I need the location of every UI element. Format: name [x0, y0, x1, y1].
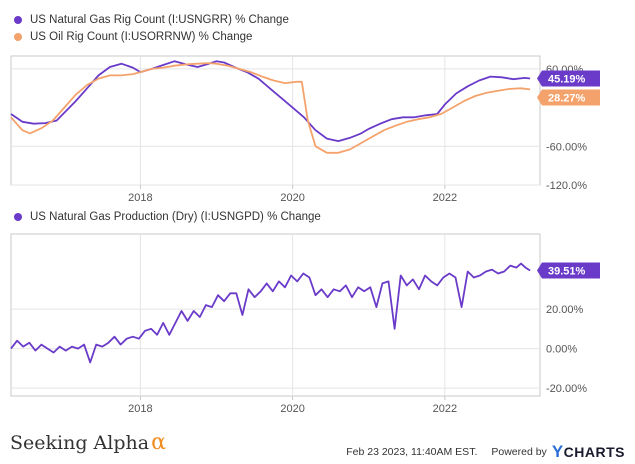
legend-dot-icon — [14, 15, 22, 24]
legend-item-gas-production[interactable]: US Natural Gas Production (Dry) (I:USNGP… — [14, 208, 321, 225]
legend-item-oil-rig[interactable]: US Oil Rig Count (I:USORRNW) % Change — [14, 28, 289, 45]
end-value-label: 28.27% — [548, 92, 586, 104]
x-tick-label: 2020 — [280, 192, 304, 204]
series-line — [10, 262, 531, 364]
y-tick-label: 0.00% — [546, 344, 577, 356]
legend-item-gas-rig[interactable]: US Natural Gas Rig Count (I:USNGRR) % Ch… — [14, 11, 289, 28]
panel-frame — [10, 233, 541, 397]
legend-label: US Oil Rig Count (I:USORRNW) % Change — [30, 30, 253, 43]
end-value-tag — [537, 262, 600, 279]
end-value-label: 45.19% — [548, 73, 586, 85]
legend-label: US Natural Gas Production (Dry) (I:USNGP… — [30, 210, 321, 223]
end-value-tag — [537, 70, 600, 87]
y-tick-label: 20.00% — [546, 304, 584, 316]
series-line — [10, 62, 531, 154]
footer-attribution: Feb 23 2023, 11:40AM EST. Powered by YCH… — [346, 442, 625, 462]
legend-dot-icon — [14, 32, 22, 41]
y-tick-label: -20.00% — [546, 383, 587, 395]
seeking-alpha-logo: Seeking Alphaα — [10, 430, 166, 455]
legend-label: US Natural Gas Rig Count (I:USNGRR) % Ch… — [30, 13, 289, 26]
x-tick-label: 2022 — [433, 192, 457, 204]
ycharts-logo: YCHARTS — [551, 442, 625, 461]
series-line — [10, 60, 531, 142]
x-tick-label: 2018 — [128, 403, 152, 415]
end-value-tag — [537, 89, 600, 106]
bottom-legend: US Natural Gas Production (Dry) (I:USNGP… — [14, 208, 321, 225]
legend-dot-icon — [14, 212, 22, 221]
x-tick-label: 2020 — [280, 403, 304, 415]
timestamp: Feb 23 2023, 11:40AM EST. — [346, 446, 478, 458]
top-legend: US Natural Gas Rig Count (I:USNGRR) % Ch… — [14, 11, 289, 45]
panel-frame — [10, 55, 541, 186]
y-tick-label: -120.0% — [546, 180, 587, 192]
y-tick-label: -60.00% — [546, 141, 587, 153]
end-value-label: 39.51% — [548, 266, 586, 278]
powered-by-label: Powered by — [491, 446, 547, 458]
x-tick-label: 2022 — [433, 403, 457, 415]
x-tick-label: 2018 — [128, 192, 152, 204]
